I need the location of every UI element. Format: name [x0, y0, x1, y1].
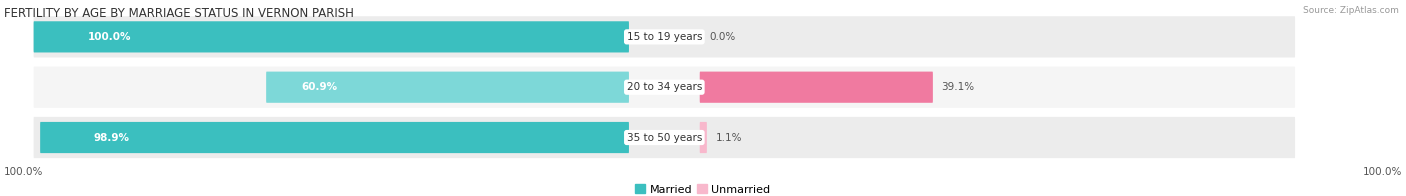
Text: 1.1%: 1.1% [716, 132, 742, 142]
Text: 100.0%: 100.0% [1362, 167, 1402, 177]
Text: 60.9%: 60.9% [301, 82, 337, 92]
FancyBboxPatch shape [34, 16, 1295, 57]
FancyBboxPatch shape [34, 117, 1295, 158]
Text: 20 to 34 years: 20 to 34 years [627, 82, 702, 92]
Text: 98.9%: 98.9% [93, 132, 129, 142]
Legend: Married, Unmarried: Married, Unmarried [636, 184, 770, 195]
FancyBboxPatch shape [34, 21, 628, 53]
Text: 100.0%: 100.0% [4, 167, 44, 177]
FancyBboxPatch shape [700, 122, 707, 153]
Text: 15 to 19 years: 15 to 19 years [627, 32, 702, 42]
FancyBboxPatch shape [34, 67, 1295, 108]
FancyBboxPatch shape [700, 72, 932, 103]
Text: 100.0%: 100.0% [87, 32, 131, 42]
Text: 35 to 50 years: 35 to 50 years [627, 132, 702, 142]
Text: 39.1%: 39.1% [942, 82, 974, 92]
FancyBboxPatch shape [266, 72, 628, 103]
Text: FERTILITY BY AGE BY MARRIAGE STATUS IN VERNON PARISH: FERTILITY BY AGE BY MARRIAGE STATUS IN V… [4, 7, 354, 20]
Text: 0.0%: 0.0% [709, 32, 735, 42]
Text: Source: ZipAtlas.com: Source: ZipAtlas.com [1303, 6, 1399, 15]
FancyBboxPatch shape [41, 122, 628, 153]
